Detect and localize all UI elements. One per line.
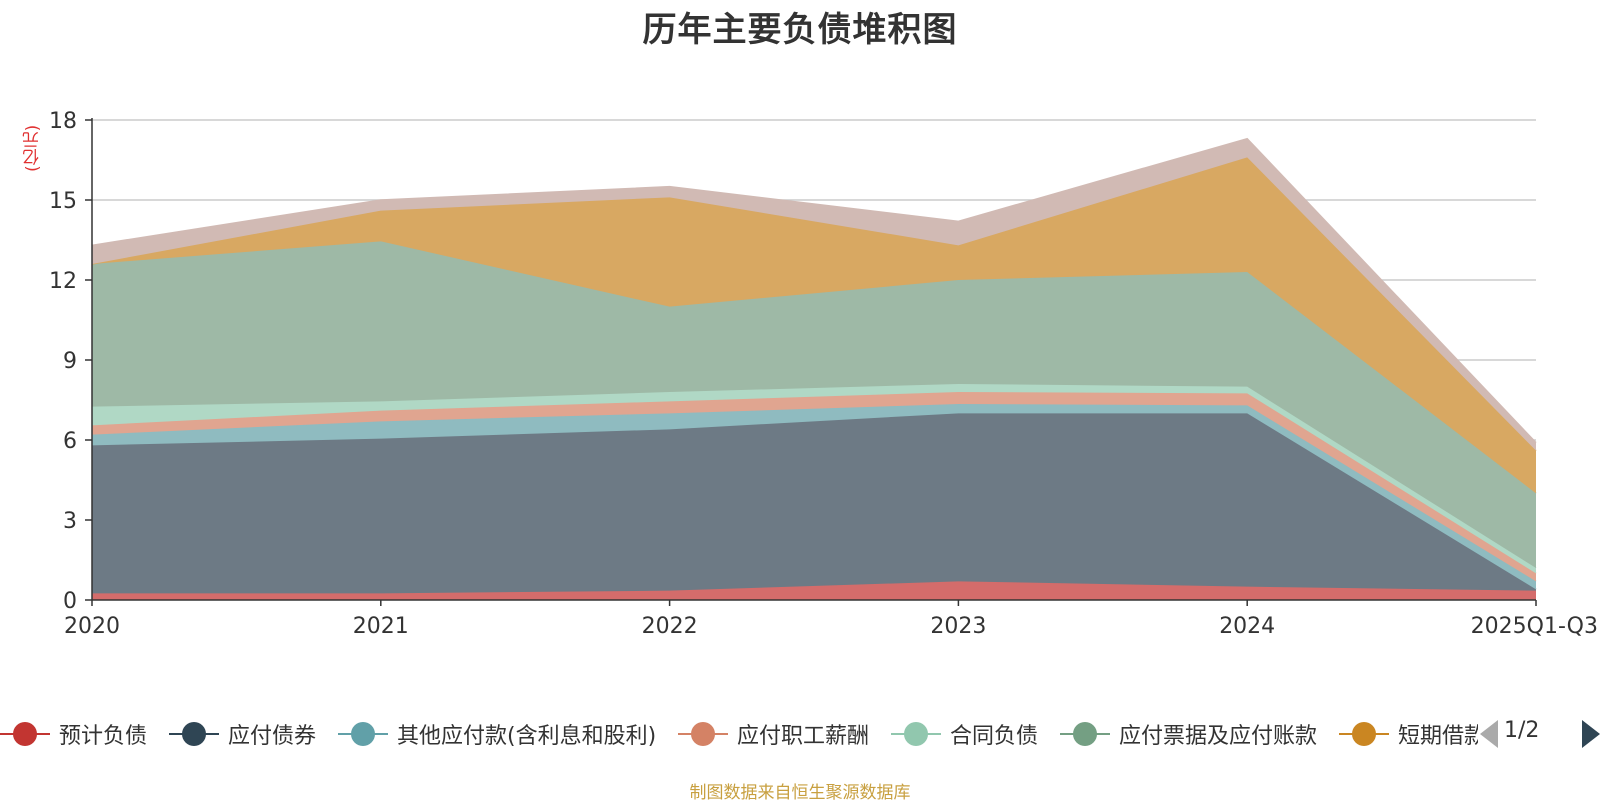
legend-item[interactable]: 其他应付款(含利息和股利) <box>338 714 656 754</box>
legend-item[interactable]: 短期借款 <box>1339 714 1478 754</box>
legend-prev-page-button[interactable] <box>1480 720 1498 748</box>
y-tick-label: 0 <box>63 589 77 614</box>
y-tick-label: 18 <box>49 109 77 134</box>
legend-marker-icon <box>0 714 50 754</box>
data-source-note: 制图数据来自恒生聚源数据库 <box>689 783 911 803</box>
legend-marker-icon <box>1060 714 1110 754</box>
stacked-area-chart: 0 3 6 9 12 15 18 2020 2021 2022 2023 2024 2025Q1-Q3 <box>49 109 1598 639</box>
y-tick-label: 12 <box>49 269 77 294</box>
chart-title: 历年主要负债堆积图 <box>642 10 958 50</box>
x-tick-label: 2024 <box>1219 614 1275 639</box>
legend-item[interactable]: 应付票据及应付账款 <box>1060 714 1317 754</box>
x-tick-label: 2025Q1-Q3 <box>1471 614 1598 639</box>
y-tick-label: 3 <box>63 509 77 534</box>
legend-pager: 1/2 <box>1478 714 1600 754</box>
y-tick-label: 9 <box>63 349 77 374</box>
legend-marker-icon <box>169 714 219 754</box>
y-tick-label: 15 <box>49 189 77 214</box>
legend-label: 应付票据及应付账款 <box>1119 724 1318 749</box>
area-series-layer <box>91 137 1537 600</box>
area-series-edge-7 <box>91 137 1537 444</box>
x-tick-label: 2022 <box>642 614 698 639</box>
area-series-5 <box>92 241 1536 569</box>
legend: 预计负债 应付债券 其他应付款(含利息和股利) 应付职工薪酬 合同负债 应付票据及应付账款… <box>0 714 1600 754</box>
legend-next-page-button[interactable] <box>1582 720 1600 748</box>
x-tick-label: 2021 <box>353 614 409 639</box>
legend-marker-icon <box>338 714 388 754</box>
axes: 0 3 6 9 12 15 18 2020 2021 2022 2023 2024 2025Q1-Q3 <box>49 109 1598 639</box>
legend-item[interactable]: 合同负债 <box>891 714 1038 754</box>
legend-label: 应付债券 <box>228 724 317 749</box>
legend-items: 预计负债 应付债券 其他应付款(含利息和股利) 应付职工薪酬 合同负债 应付票据及应付账款… <box>0 714 1478 754</box>
area-series-1 <box>92 413 1536 594</box>
legend-label: 短期借款 <box>1398 724 1478 749</box>
legend-marker-icon <box>678 714 728 754</box>
legend-marker-icon <box>891 714 941 754</box>
legend-page-indicator: 1/2 <box>1504 718 1540 743</box>
legend-item[interactable]: 应付职工薪酬 <box>678 714 869 754</box>
legend-item[interactable]: 预计负债 <box>0 714 147 754</box>
legend-label: 其他应付款(含利息和股利) <box>397 724 657 749</box>
legend-label: 预计负债 <box>59 724 148 749</box>
y-tick-label: 6 <box>63 429 77 454</box>
legend-marker-icon <box>1339 714 1389 754</box>
legend-label: 合同负债 <box>950 724 1039 749</box>
x-tick-label: 2023 <box>930 614 986 639</box>
legend-label: 应付职工薪酬 <box>737 724 870 749</box>
area-series-6 <box>92 157 1536 494</box>
x-tick-label: 2020 <box>64 614 120 639</box>
legend-item[interactable]: 应付债券 <box>169 714 316 754</box>
